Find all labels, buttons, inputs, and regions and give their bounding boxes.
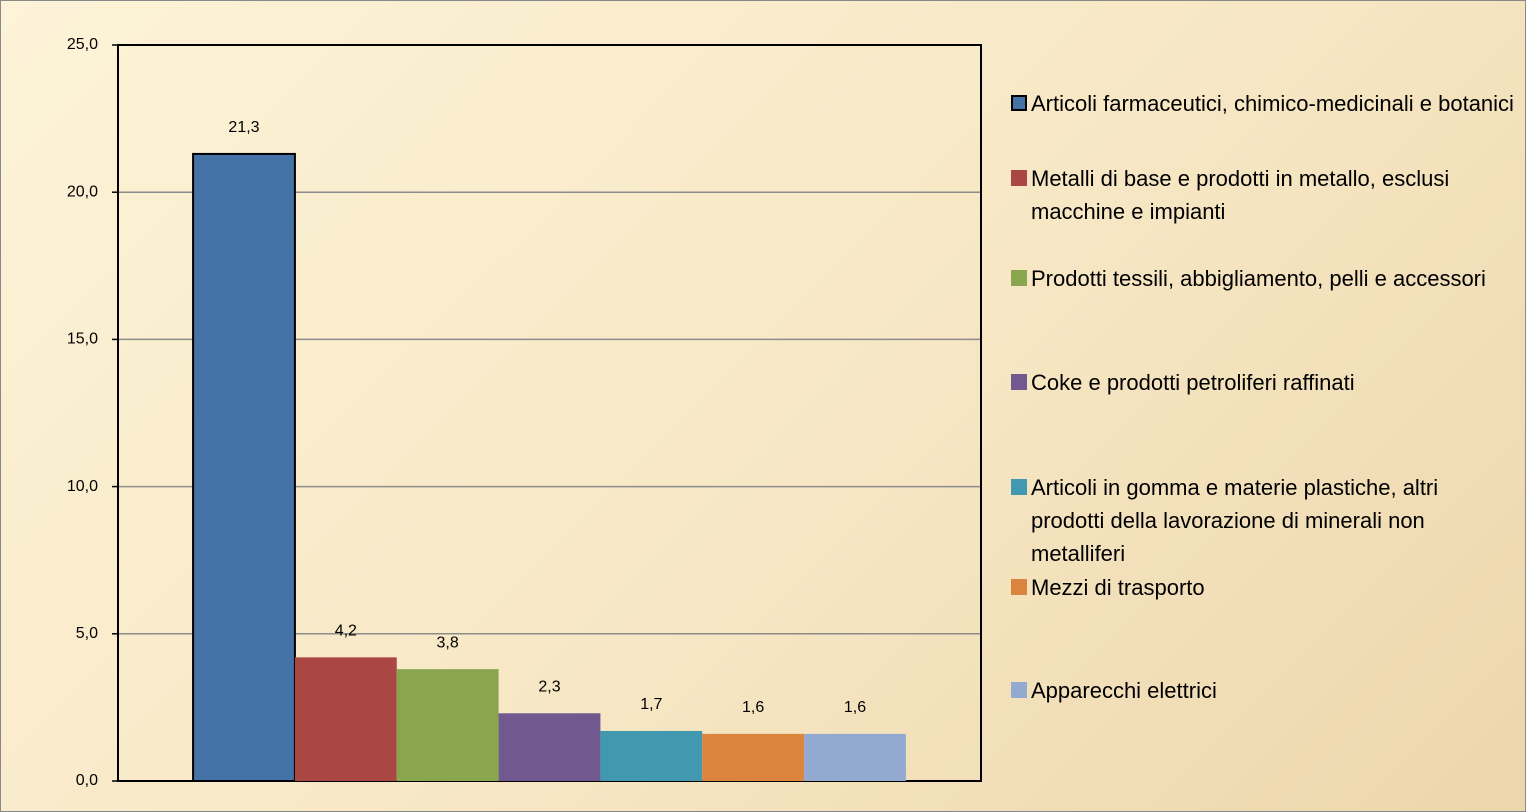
value-label: 1,6: [844, 699, 866, 716]
legend-item: Articoli farmaceutici, chimico-medicinal…: [1011, 87, 1516, 120]
bar: [600, 730, 703, 781]
legend-swatch: [1011, 374, 1027, 390]
legend-swatch: [1011, 682, 1027, 698]
bar: [702, 733, 805, 781]
bar: [498, 713, 601, 781]
y-tick-label: 5,0: [76, 625, 98, 642]
y-tick-label: 10,0: [67, 478, 98, 495]
legend-item: Mezzi di trasporto: [1011, 571, 1516, 604]
value-label: 2,3: [538, 679, 560, 696]
legend-swatch: [1011, 270, 1027, 286]
value-label: 4,2: [335, 623, 357, 640]
bar: [294, 657, 397, 781]
y-tick-label: 20,0: [67, 183, 98, 200]
legend-item: Coke e prodotti petroliferi raffinati: [1011, 366, 1516, 399]
legend-label: Mezzi di trasporto: [1031, 575, 1205, 600]
legend-swatch: [1011, 170, 1027, 186]
y-tick-label: 25,0: [67, 36, 98, 53]
legend-label: Metalli di base e prodotti in metallo, e…: [1031, 166, 1450, 224]
y-tick-label: 0,0: [76, 772, 98, 789]
value-label: 21,3: [228, 119, 259, 136]
legend-label: Articoli in gomma e materie plastiche, a…: [1031, 475, 1439, 566]
legend-label: Prodotti tessili, abbigliamento, pelli e…: [1031, 266, 1486, 291]
legend-label: Articoli farmaceutici, chimico-medicinal…: [1031, 91, 1514, 116]
bar: [804, 733, 906, 781]
legend-label: Apparecchi elettrici: [1031, 678, 1217, 703]
legend-swatch: [1011, 579, 1027, 595]
legend-label: Coke e prodotti petroliferi raffinati: [1031, 370, 1355, 395]
value-label: 3,8: [437, 634, 459, 651]
legend-item: Apparecchi elettrici: [1011, 674, 1516, 707]
bar: [396, 669, 499, 781]
value-label: 1,7: [640, 696, 662, 713]
legend-swatch: [1011, 95, 1027, 111]
legend-item: Metalli di base e prodotti in metallo, e…: [1011, 162, 1516, 228]
legend-item: Prodotti tessili, abbigliamento, pelli e…: [1011, 262, 1516, 295]
bar: [192, 152, 296, 783]
legend-item: Articoli in gomma e materie plastiche, a…: [1011, 471, 1516, 570]
y-tick-label: 15,0: [67, 331, 98, 348]
value-label: 1,6: [742, 699, 764, 716]
legend-swatch: [1011, 479, 1027, 495]
